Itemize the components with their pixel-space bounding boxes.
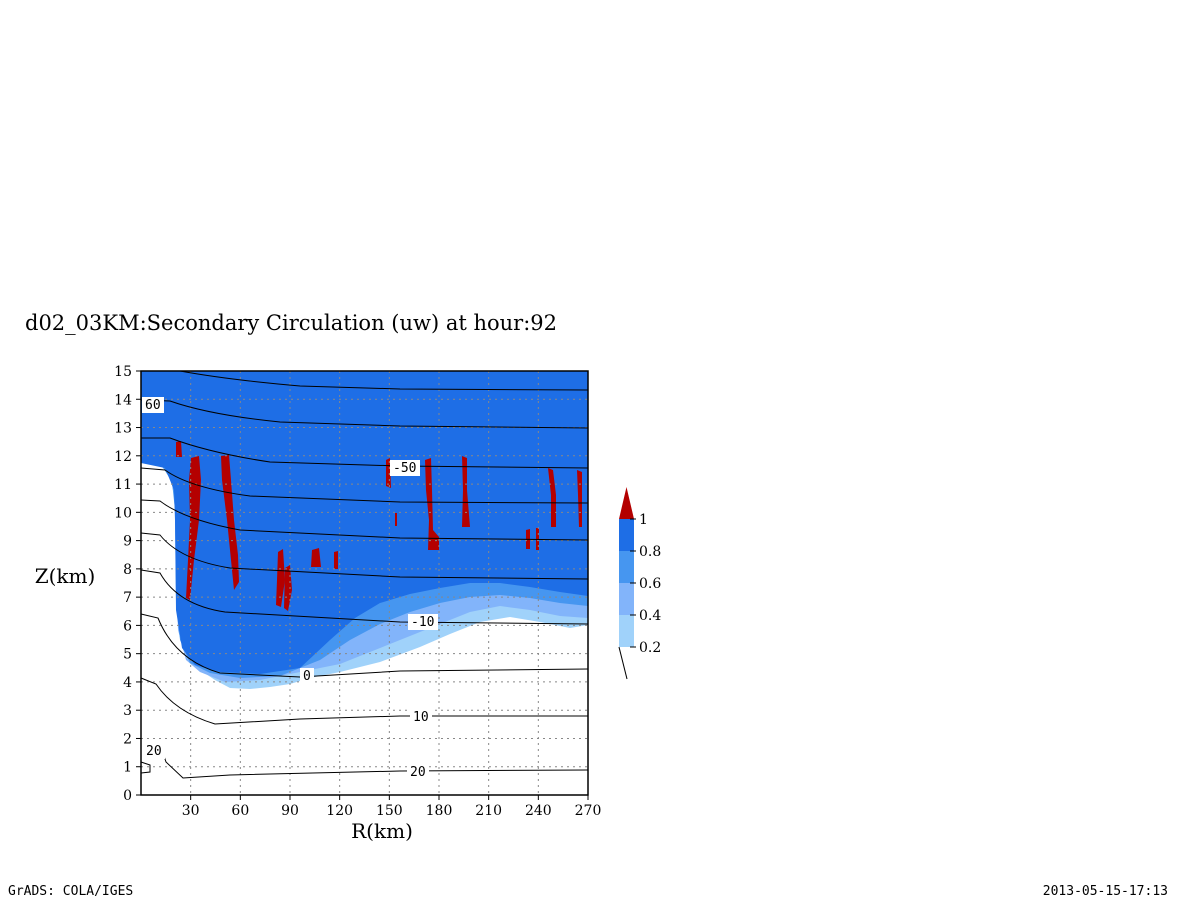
colorbar: 0.2 0.4 0.6 0.8 1: [618, 487, 661, 680]
y-tick-label: 1: [123, 760, 132, 776]
y-tick-label: 10: [114, 505, 132, 521]
x-tick-label: 210: [475, 803, 502, 819]
contour-line: [140, 499, 589, 541]
y-tick-label: 2: [123, 731, 132, 747]
y-tick-label: 13: [114, 421, 132, 437]
contour-line: [140, 677, 588, 725]
contour-line: [161, 749, 589, 779]
y-tick-label: 6: [123, 618, 132, 634]
red-cell: [276, 549, 285, 607]
red-cell: [462, 456, 470, 527]
red-cell: [548, 468, 556, 527]
contour-label-bg: [300, 668, 314, 684]
y-tick-label: 0: [123, 788, 132, 804]
chart-title: d02_03KM:Secondary Circulation (uw) at h…: [25, 311, 557, 335]
y-tick-label: 5: [123, 647, 132, 663]
colorbar-segment: [619, 551, 634, 583]
colorbar-label: 0.8: [639, 544, 661, 560]
x-tick-label: 180: [426, 803, 453, 819]
footer-right: 2013-05-15-17:13: [1043, 884, 1168, 899]
plot-area: 60 -50 -10 0 10 20 20: [140, 370, 589, 796]
contour-line: [141, 370, 589, 391]
x-tick-label: 120: [326, 803, 353, 819]
grid-lines: [141, 371, 588, 795]
contour-lines: [140, 370, 589, 779]
y-tick-label: 7: [123, 590, 132, 606]
contour-label: 20: [410, 765, 426, 780]
red-cell: [395, 513, 397, 526]
colorbar-label: 0.4: [639, 608, 661, 624]
x-axis: 30 60 90 120 150 180 210 240 270: [182, 795, 602, 819]
contour-line: [141, 437, 589, 469]
contour-label-bg: [142, 397, 164, 413]
contour-label: -50: [393, 461, 416, 476]
x-tick-label: 150: [376, 803, 403, 819]
shading-0p8: [141, 371, 588, 674]
contour-label-bg: [410, 709, 432, 725]
plot-frame: [140, 370, 589, 796]
red-cell: [176, 441, 182, 457]
contour-label: 0: [303, 669, 311, 684]
contour-label-bg: [390, 460, 420, 476]
y-tick-label: 14: [114, 392, 132, 408]
x-tick-label: 270: [575, 803, 602, 819]
colorbar-segment: [619, 583, 634, 615]
x-tick-label: 90: [281, 803, 299, 819]
colorbar-segment: [619, 519, 634, 551]
red-cell: [425, 458, 439, 550]
contour-line: [140, 761, 151, 774]
colorbar-extend-min: [618, 646, 628, 680]
x-tick-label: 240: [525, 803, 552, 819]
red-cell: [186, 456, 201, 600]
contour-label: 20: [146, 744, 162, 759]
red-cell: [221, 455, 239, 590]
y-axis-label: Z(km): [35, 564, 96, 588]
x-tick-label: 30: [182, 803, 200, 819]
colorbar-label: 0.2: [639, 640, 661, 656]
y-tick-label: 11: [114, 477, 132, 493]
contour-line: [140, 467, 589, 504]
y-tick-label: 12: [114, 449, 132, 465]
red-cell: [334, 551, 338, 569]
contour-label-bg: [408, 614, 438, 630]
red-cell: [311, 548, 321, 567]
contour-labels: 60 -50 -10 0 10 20 20: [142, 397, 438, 780]
footer-left: GrADS: COLA/IGES: [8, 884, 133, 899]
y-tick-label: 4: [123, 675, 132, 691]
y-tick-label: 8: [123, 562, 132, 578]
contour-line: [140, 613, 589, 678]
contour-label: 10: [413, 710, 429, 725]
colorbar-segment: [619, 615, 634, 647]
y-tick-label: 9: [123, 534, 132, 550]
colorbar-label: 1: [639, 512, 648, 528]
contour-label: -10: [411, 615, 434, 630]
y-tick-label: 15: [114, 364, 132, 380]
shading-above-1: [176, 441, 582, 611]
x-axis-label: R(km): [351, 819, 413, 843]
contour-line: [140, 532, 589, 580]
colorbar-label: 0.6: [639, 576, 661, 592]
contour-label: 60: [145, 398, 161, 413]
y-tick-label: 3: [123, 703, 132, 719]
contour-line: [140, 399, 589, 429]
contour-label-bg: [407, 764, 429, 780]
colorbar-extend-max: [619, 487, 634, 519]
contour-line: [140, 569, 589, 625]
x-tick-label: 60: [231, 803, 249, 819]
contour-label-bg: [143, 743, 165, 759]
